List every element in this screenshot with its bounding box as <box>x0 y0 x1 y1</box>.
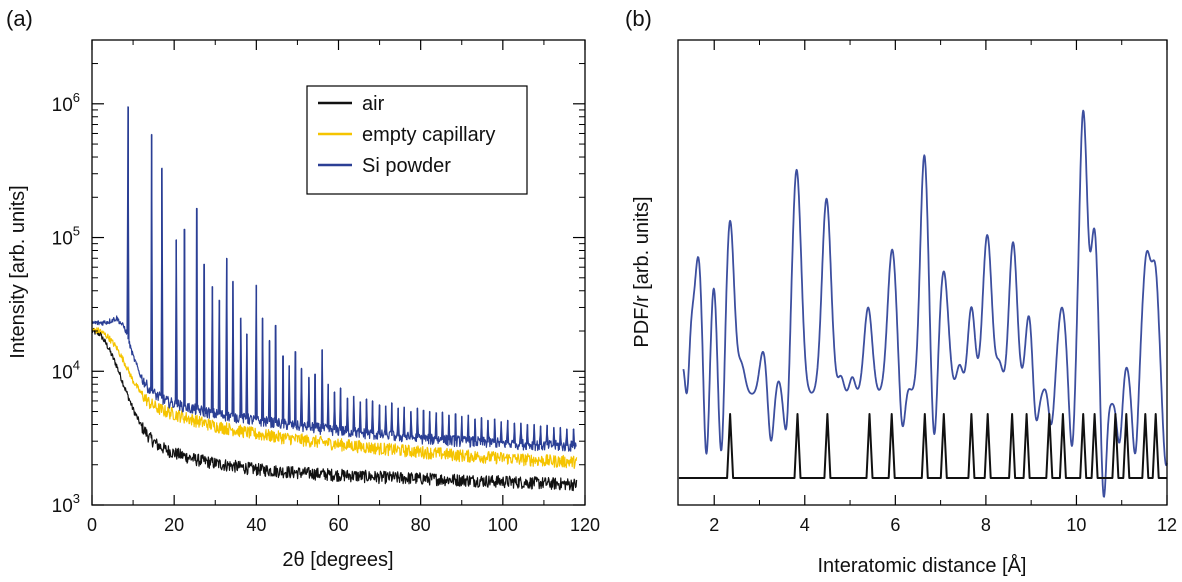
panel-b-series <box>678 109 1168 498</box>
panel-a-x-ticks: 0 20 40 60 80 100 120 <box>87 40 600 535</box>
legend-label-si-powder: Si powder <box>362 155 451 177</box>
panel-b: (b) 2 4 6 8 10 12 Interatomic distance [Å] PD… <box>625 6 1177 577</box>
panel-a-series <box>91 106 578 492</box>
legend-box <box>306 85 528 195</box>
x-tick-label: 20 <box>164 515 184 535</box>
x-tick-label: 6 <box>890 515 900 535</box>
panel-b-x-axis-label: Interatomic distance [Å] <box>818 554 1027 577</box>
legend-label-air: air <box>362 93 385 115</box>
y-tick-label: 105 <box>52 224 80 250</box>
x-tick-label: 40 <box>246 515 266 535</box>
x-tick-label: 4 <box>800 515 810 535</box>
y-tick-label: 106 <box>52 90 80 116</box>
panel-b-label: (b) <box>625 6 652 31</box>
panel-b-y-axis-label: PDF/r [arb. units] <box>631 196 653 347</box>
panel-a: (a) 0 20 40 60 80 100 120 103 104 105 106 2θ [deg… <box>6 6 600 571</box>
y-tick-label: 104 <box>52 357 80 383</box>
panel-a-y-ticks: 103 104 105 106 <box>52 39 585 517</box>
x-tick-label: 100 <box>488 515 518 535</box>
y-tick-label: 103 <box>52 491 80 517</box>
x-tick-label: 80 <box>411 515 431 535</box>
series-pdf <box>682 109 1168 498</box>
panel-b-x-ticks: 2 4 6 8 10 12 <box>709 40 1177 535</box>
x-tick-label: 0 <box>87 515 97 535</box>
panel-a-label: (a) <box>6 6 33 31</box>
x-tick-label: 60 <box>328 515 348 535</box>
x-tick-label: 12 <box>1157 515 1177 535</box>
series-empty-capillary <box>91 327 578 469</box>
series-air <box>91 327 578 492</box>
x-tick-label: 2 <box>709 515 719 535</box>
panel-b-plot-frame <box>677 39 1168 506</box>
panel-a-y-axis-label: Intensity [arb. units] <box>7 185 29 358</box>
panel-a-x-axis-label: 2θ [degrees] <box>282 549 393 571</box>
legend-label-empty-capillary: empty capillary <box>362 124 495 146</box>
x-tick-label: 120 <box>570 515 600 535</box>
series-reference-sticks <box>678 413 1167 479</box>
panel-a-legend: air empty capillary Si powder <box>306 85 528 195</box>
x-tick-label: 10 <box>1066 515 1086 535</box>
x-tick-label: 8 <box>981 515 991 535</box>
